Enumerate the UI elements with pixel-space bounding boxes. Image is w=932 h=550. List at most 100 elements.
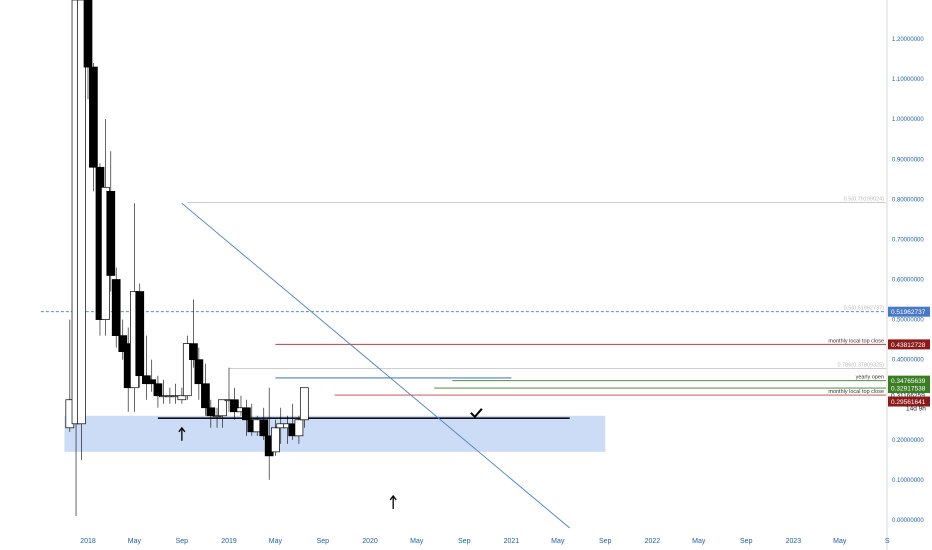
y-tick-label: 0.70000000 bbox=[892, 237, 924, 243]
price-badge bbox=[888, 396, 930, 407]
price-badge bbox=[888, 306, 930, 317]
candle-body-down bbox=[259, 419, 269, 437]
candle bbox=[294, 415, 304, 444]
x-tick-label: Sep bbox=[740, 538, 753, 545]
candle bbox=[189, 299, 198, 368]
candle-body-down bbox=[194, 359, 204, 385]
x-tick-label: Sep bbox=[317, 538, 330, 545]
x-tick-label: May bbox=[128, 538, 142, 545]
checkmark-icon bbox=[470, 408, 483, 419]
level-note: monthly local top close bbox=[828, 389, 884, 395]
candle bbox=[77, 0, 86, 460]
candle-body-down bbox=[147, 379, 157, 385]
candle bbox=[242, 399, 251, 436]
candle bbox=[111, 267, 121, 348]
x-tick-label: Sep bbox=[176, 538, 189, 545]
y-tick-label: 0.20000000 bbox=[892, 438, 924, 444]
candle bbox=[177, 387, 187, 404]
y-tick-label: 1.10000000 bbox=[892, 77, 924, 83]
candle-body-up bbox=[212, 415, 222, 418]
y-tick-label: 0.50000000 bbox=[892, 318, 924, 324]
arrows bbox=[178, 408, 483, 509]
candle bbox=[299, 387, 309, 428]
price-badge-text: 0.31166259 bbox=[891, 393, 925, 400]
trend-line bbox=[181, 202, 571, 529]
x-tick-label: May bbox=[269, 538, 283, 545]
level-note: 0.5(0.79199024) bbox=[844, 197, 885, 203]
candle bbox=[212, 407, 222, 428]
price-badge-text: 0.32917538 bbox=[891, 386, 926, 393]
price-badge-text: 0.43812728 bbox=[891, 342, 926, 349]
candle-body-down bbox=[230, 399, 239, 413]
candle-body-up bbox=[77, 0, 86, 425]
level-note: 0.786(0.37809325) bbox=[838, 362, 885, 368]
candle bbox=[194, 347, 204, 400]
candle bbox=[230, 387, 239, 420]
candle bbox=[147, 359, 157, 392]
x-tick-label: 2022 bbox=[645, 538, 661, 545]
candle-body-down bbox=[206, 407, 216, 417]
candle-body-down bbox=[153, 383, 163, 397]
x-tick-label: 2023 bbox=[786, 538, 802, 545]
x-tick-label: S bbox=[885, 538, 890, 545]
candle-body-down bbox=[189, 343, 198, 361]
level-note: yearly open bbox=[856, 375, 884, 381]
candle-body-up bbox=[182, 343, 192, 397]
candle bbox=[153, 375, 163, 408]
candle bbox=[135, 283, 145, 388]
x-tick-label: May bbox=[410, 538, 424, 545]
y-tick-label: 0.80000000 bbox=[892, 197, 924, 203]
candle-body-down bbox=[242, 407, 251, 421]
countdown-label: 14d 9h bbox=[906, 406, 926, 413]
price-badge-text: 0.51962737 bbox=[891, 309, 926, 316]
candle bbox=[206, 399, 216, 428]
x-tick-label: 2020 bbox=[362, 538, 378, 545]
support-zone bbox=[64, 415, 606, 452]
candle bbox=[201, 363, 210, 416]
x-tick-label: May bbox=[551, 538, 565, 545]
price-badge bbox=[888, 375, 930, 386]
price-labels: 0.51962737 0.43812728 0.347656390.32917538… bbox=[888, 306, 930, 413]
candle bbox=[182, 335, 192, 400]
candles bbox=[65, 0, 309, 516]
y-tick-label: 1.20000000 bbox=[892, 37, 924, 43]
x-tick-label: Sep bbox=[599, 538, 612, 545]
price-badge-text: 0.34765639 bbox=[891, 378, 926, 385]
price-badge bbox=[888, 383, 930, 394]
price-badge bbox=[888, 339, 930, 350]
candle-body-up bbox=[218, 399, 227, 417]
candle-body-down bbox=[89, 66, 98, 168]
candle bbox=[170, 383, 180, 404]
candle bbox=[89, 63, 98, 192]
candle bbox=[106, 151, 116, 292]
x-tick-label: 2021 bbox=[504, 538, 520, 545]
up-arrow-icon bbox=[178, 426, 186, 441]
candle bbox=[259, 407, 269, 440]
x-tick-label: Sep bbox=[458, 538, 471, 545]
candle-body-down bbox=[201, 383, 210, 409]
candle-body-up bbox=[271, 427, 280, 453]
time-axis[interactable]: 2018 May Sep 2019 May Sep 2020 May Sep 2021 May Sep… bbox=[80, 538, 890, 545]
x-tick-label: May bbox=[833, 538, 847, 545]
candle-body-up bbox=[294, 419, 304, 437]
level-note: monthly local top close bbox=[828, 338, 884, 344]
price-badge-text: 0.29561641 bbox=[891, 399, 926, 406]
candle bbox=[218, 399, 227, 428]
y-tick-label: 0.00000000 bbox=[892, 518, 924, 524]
price-axis[interactable]: 0.000000000.100000000.200000000.30000000… bbox=[892, 37, 924, 524]
level-note: 0.5(0.51962737) bbox=[844, 306, 885, 312]
support-zone-rect bbox=[64, 415, 606, 452]
candle bbox=[83, 0, 93, 100]
candle-body-down bbox=[135, 291, 145, 377]
candle-body-down bbox=[83, 0, 93, 68]
y-tick-label: 1.00000000 bbox=[892, 117, 924, 123]
x-tick-label: 2019 bbox=[221, 538, 237, 545]
y-tick-label: 0.60000000 bbox=[892, 278, 924, 284]
candle bbox=[271, 419, 280, 456]
y-tick-label: 0.90000000 bbox=[892, 157, 924, 163]
candle-body-down bbox=[111, 279, 121, 336]
candle-body-up bbox=[177, 395, 187, 401]
candle-body-down bbox=[106, 190, 116, 276]
x-tick-label: 2018 bbox=[80, 538, 96, 545]
